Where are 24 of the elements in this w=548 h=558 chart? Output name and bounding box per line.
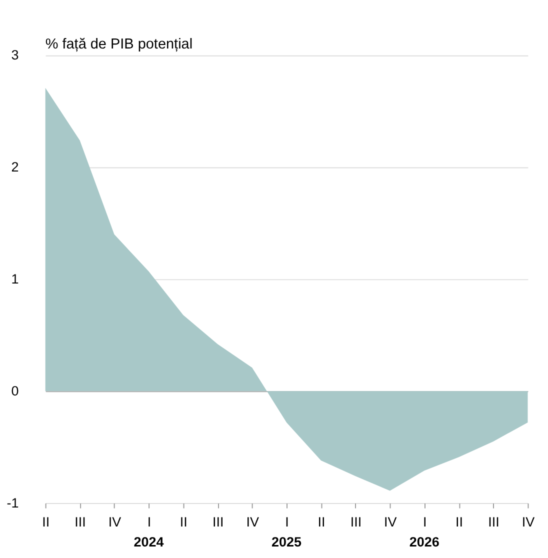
x-tick-label: III — [212, 514, 224, 530]
y-tick-label: 1 — [11, 272, 19, 287]
y-tick-label: 2 — [11, 160, 19, 175]
y-axis-title: % față de PIB potențial — [45, 36, 193, 53]
x-tick-label: III — [350, 514, 362, 530]
x-tick-label: II — [42, 514, 50, 530]
y-tick-label: 0 — [11, 383, 19, 398]
x-tick-label: IV — [384, 514, 397, 530]
x-tick-label: IV — [246, 514, 259, 530]
x-tick-label: IV — [108, 514, 122, 530]
y-tick-label: -1 — [6, 495, 19, 510]
y-tick-label: 3 — [11, 48, 19, 63]
x-tick-label: III — [488, 514, 500, 530]
x-tick-label: II — [318, 514, 326, 530]
x-tick-label: I — [285, 514, 289, 530]
x-tick-label: II — [456, 514, 464, 530]
x-tick-label: IV — [522, 514, 535, 530]
text: 2025 — [272, 534, 302, 550]
x-tick-label: III — [74, 514, 86, 530]
x-tick-label: I — [422, 514, 427, 530]
x-tick-label: I — [147, 514, 152, 530]
text: 2026 — [409, 534, 440, 550]
text: 2024 — [134, 534, 164, 550]
x-tick-label: II — [180, 514, 188, 530]
